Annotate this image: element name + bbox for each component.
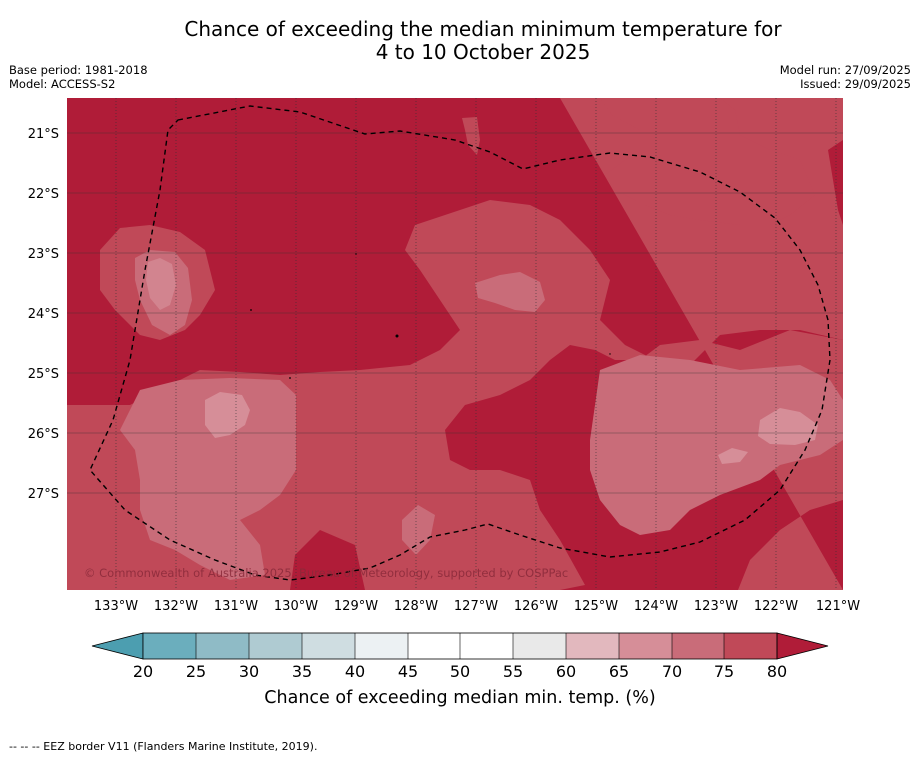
colorbar-segment — [302, 633, 355, 659]
regions-65-70 — [146, 258, 818, 464]
lon-label: 133°W — [94, 599, 138, 614]
lon-label: 127°W — [454, 599, 498, 614]
title-line-2: 4 to 10 October 2025 — [375, 40, 591, 64]
colorbar-dividers — [195, 633, 725, 659]
lon-label: 122°W — [754, 599, 798, 614]
colorbar-segment — [566, 633, 619, 659]
lon-label: 124°W — [634, 599, 678, 614]
lat-label: 27°S — [28, 487, 59, 502]
colorbar-segment — [249, 633, 302, 659]
map-area: © Commonwealth of Australia 2025, Bureau… — [67, 98, 843, 590]
lat-label: 26°S — [28, 427, 59, 442]
lon-label: 131°W — [214, 599, 258, 614]
colorbar-tick: 70 — [662, 662, 682, 681]
colorbar-tick: 80 — [767, 662, 787, 681]
colorbar-tick: 35 — [292, 662, 312, 681]
lat-axis: 21°S 22°S 23°S 24°S 25°S 26°S 27°S — [28, 127, 59, 502]
colorbar: 20 25 30 35 40 45 50 55 60 65 70 75 80 C… — [91, 632, 829, 708]
colorbar-tick: 75 — [714, 662, 734, 681]
base-period: Base period: 1981-2018 — [9, 63, 148, 77]
lat-label: 24°S — [28, 307, 59, 322]
colorbar-segment — [196, 633, 249, 659]
lon-label: 128°W — [394, 599, 438, 614]
colorbar-segment — [408, 633, 460, 659]
colorbar-low-extend — [91, 632, 144, 660]
metadata-right: Model run: 27/09/2025 Issued: 29/09/2025 — [780, 63, 911, 91]
colorbar-tick: 25 — [186, 662, 206, 681]
lon-label: 132°W — [154, 599, 198, 614]
colorbar-tick: 50 — [450, 662, 470, 681]
lat-label: 21°S — [28, 127, 59, 142]
metadata-left: Base period: 1981-2018 Model: ACCESS-S2 — [9, 63, 148, 91]
lat-label: 22°S — [28, 187, 59, 202]
colorbar-segment — [619, 633, 672, 659]
colorbar-segment — [513, 633, 566, 659]
lon-label: 130°W — [274, 599, 318, 614]
islands — [250, 253, 611, 379]
colorbar-segment — [460, 633, 513, 659]
colorbar-segment — [143, 633, 196, 659]
map-figure: © Commonwealth of Australia 2025, Bureau… — [28, 98, 860, 708]
lon-label: 125°W — [574, 599, 618, 614]
colorbar-tick: 60 — [556, 662, 576, 681]
title-line-1: Chance of exceeding the median minimum t… — [184, 17, 782, 41]
colorbar-tick: 55 — [503, 662, 523, 681]
lon-label: 121°W — [816, 599, 860, 614]
lat-label: 23°S — [28, 247, 59, 262]
colorbar-segment — [672, 633, 724, 659]
colorbar-segment — [724, 633, 777, 659]
lon-axis: 133°W 132°W 131°W 130°W 129°W 128°W 127°… — [94, 599, 860, 614]
lon-label: 126°W — [514, 599, 558, 614]
model-name: Model: ACCESS-S2 — [9, 77, 116, 91]
model-run-date: Model run: 27/09/2025 — [779, 63, 911, 77]
colorbar-tick: 45 — [398, 662, 418, 681]
colorbar-high-extend — [776, 632, 829, 660]
colorbar-tick: 20 — [133, 662, 153, 681]
map-title: Chance of exceeding the median minimum t… — [0, 18, 919, 64]
lat-label: 25°S — [28, 367, 59, 382]
issued-date: Issued: 29/09/2025 — [800, 77, 911, 91]
eez-border — [89, 105, 831, 581]
copyright-text: © Commonwealth of Australia 2025, Bureau… — [84, 566, 568, 580]
colorbar-tick: 65 — [609, 662, 629, 681]
eez-footnote: -- -- -- EEZ border V11 (Flanders Marine… — [9, 740, 318, 753]
colorbar-segment — [355, 633, 408, 659]
colorbar-tick: 40 — [345, 662, 365, 681]
colorbar-title: Chance of exceeding median min. temp. (%… — [264, 688, 655, 708]
graticule-lat — [67, 132, 843, 494]
lon-label: 123°W — [694, 599, 738, 614]
colorbar-tick: 30 — [239, 662, 259, 681]
graticule — [115, 98, 837, 590]
lon-label: 129°W — [334, 599, 378, 614]
